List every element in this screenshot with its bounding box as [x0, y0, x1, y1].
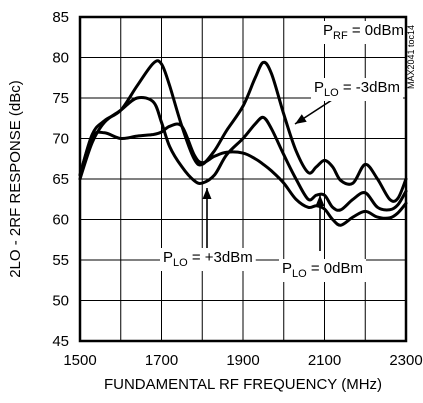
y-tick-label: 60 — [52, 212, 69, 229]
annotation-bg-plo-m3 — [311, 78, 403, 101]
annotation-plo-p3: PLO = +3dBm — [163, 249, 253, 269]
annotation-bg-plo-p3 — [160, 248, 256, 271]
annotation-bg-plo-0 — [279, 259, 366, 282]
y-tick-label: 75 — [52, 90, 69, 107]
series-line-2 — [78, 122, 408, 227]
annotations: PRF = 0dBm PLO = -3dBm PLO = +3dBm PLO = 0d… — [163, 22, 404, 280]
annotation-prf: PRF = 0dBm — [323, 22, 404, 42]
y-tick-label: 55 — [52, 252, 69, 269]
x-tick-label: 2300 — [389, 352, 422, 369]
y-tick-label: 65 — [52, 171, 69, 188]
y-axis-title: 2LO - 2RF RESPONSE (dBc) — [7, 80, 24, 278]
x-tick-label: 2100 — [308, 352, 341, 369]
arrow-plo-p3-head — [202, 188, 212, 199]
y-tick-label: 50 — [52, 293, 69, 310]
y-tick-label: 70 — [52, 131, 69, 148]
x-axis-title: FUNDAMENTAL RF FREQUENCY (MHz) — [104, 376, 382, 393]
annotation-label-backgrounds — [160, 21, 407, 282]
arrow-plo-m3-head — [295, 114, 307, 124]
arrow-plo-0-head — [315, 195, 325, 206]
y-tick-label: 80 — [52, 50, 69, 67]
y-tick-labels: 45 50 55 60 65 70 75 80 85 — [52, 9, 69, 350]
figure-code: MAX2041 toc14 — [406, 25, 416, 89]
x-tick-label: 1500 — [63, 352, 96, 369]
series-lines — [78, 59, 408, 227]
annotation-plo-m3: PLO = -3dBm — [314, 79, 400, 99]
plot-frame — [78, 15, 408, 343]
series-line-1 — [78, 95, 408, 212]
series-line-0 — [78, 59, 408, 203]
y-tick-label: 85 — [52, 9, 69, 26]
annotation-arrows — [202, 97, 336, 254]
y-tick-label: 45 — [52, 333, 69, 350]
annotation-bg-prf — [320, 21, 407, 44]
x-tick-labels: 1500 1700 1900 2100 2300 — [63, 352, 422, 369]
annotation-plo-0: PLO = 0dBm — [282, 260, 363, 280]
x-tick-label: 1900 — [226, 352, 259, 369]
x-tick-label: 1700 — [145, 352, 178, 369]
